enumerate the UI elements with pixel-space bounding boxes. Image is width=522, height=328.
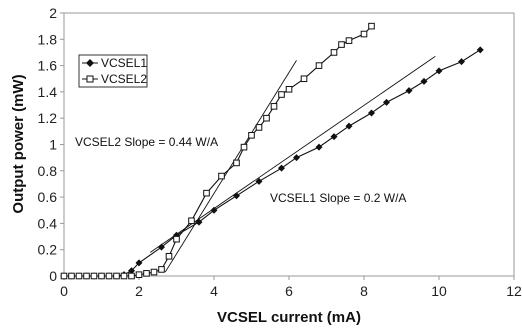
- point-vcsel1-11: [158, 243, 165, 251]
- point-vcsel1-15: [233, 192, 240, 200]
- point-vcsel2-10: [135, 271, 143, 278]
- point-vcsel2-2: [75, 272, 83, 280]
- x-tick-label-5: 10: [431, 283, 447, 299]
- point-vcsel2-17: [203, 189, 210, 197]
- point-vcsel1-25: [420, 77, 428, 85]
- point-vcsel1-28: [476, 46, 484, 54]
- x-tick-label-3: 6: [285, 283, 293, 299]
- point-vcsel2-24: [270, 103, 278, 110]
- legend-marker-diamond: [86, 59, 94, 67]
- point-vcsel2-12: [150, 268, 158, 276]
- point-vcsel1-20: [330, 133, 338, 141]
- y-tick-label-2: 0.4: [38, 215, 58, 231]
- point-vcsel2-18: [218, 172, 225, 180]
- point-vcsel2-16: [188, 217, 195, 225]
- point-vcsel2-26: [285, 85, 293, 93]
- legend-item-vcsel2: VCSEL2: [82, 72, 147, 86]
- point-vcsel1-27: [458, 58, 465, 66]
- y-tick-label-1: 0.2: [38, 242, 58, 258]
- point-vcsel2-33: [368, 22, 375, 30]
- point-vcsel1-16: [255, 177, 263, 185]
- fit-line-1: [149, 56, 436, 253]
- series-line-vcsel2: [64, 25, 372, 277]
- point-vcsel2-15: [173, 235, 180, 243]
- point-vcsel2-9: [128, 272, 135, 280]
- y-tick-label-7: 1.4: [38, 84, 58, 100]
- point-vcsel2-8: [120, 272, 128, 280]
- x-axis-title: VCSEL current (mA): [217, 309, 361, 326]
- point-vcsel1-23: [383, 98, 390, 106]
- point-vcsel1-26: [435, 67, 443, 75]
- point-vcsel2-22: [255, 124, 263, 131]
- point-vcsel2-28: [315, 62, 323, 69]
- point-vcsel1-10: [135, 259, 143, 267]
- legend-item-vcsel1: VCSEL1: [82, 56, 147, 70]
- y-tick-label-8: 1.6: [38, 58, 58, 74]
- point-vcsel1-9: [128, 267, 135, 275]
- x-axis-ticks: 0 2 4 6 8 10 12: [60, 276, 522, 299]
- x-tick-label-2: 4: [210, 283, 218, 299]
- y-axis-ticks: 0 0.2 0.4 0.6 0.8 1 1.2 1.4 1.6 1.8 2: [38, 5, 64, 284]
- point-vcsel1-17: [278, 164, 285, 172]
- y-tick-label-0: 0: [49, 268, 57, 284]
- x-tick-label-0: 0: [60, 283, 68, 299]
- point-vcsel2-4: [90, 272, 98, 280]
- point-vcsel2-27: [300, 75, 308, 83]
- point-vcsel1-21: [345, 122, 353, 130]
- point-vcsel2-14: [165, 252, 173, 260]
- point-vcsel1-19: [315, 143, 323, 151]
- point-vcsel2-5: [98, 272, 105, 280]
- legend: VCSEL1 VCSEL2: [78, 54, 148, 88]
- point-vcsel2-7: [113, 272, 120, 280]
- legend-label-vcsel2: VCSEL2: [101, 72, 147, 86]
- point-vcsel1-24: [405, 87, 413, 95]
- point-vcsel1-22: [368, 109, 375, 117]
- x-tick-label-6: 12: [506, 283, 522, 299]
- point-vcsel2-0: [60, 272, 68, 280]
- vcsel2-slope-annotation: VCSEL2 Slope = 0.44 W/A: [75, 135, 218, 149]
- y-tick-label-6: 1.2: [38, 110, 58, 126]
- point-vcsel2-6: [105, 272, 113, 280]
- point-vcsel2-21: [248, 131, 255, 139]
- point-vcsel2-25: [278, 91, 285, 98]
- y-tick-label-10: 2: [49, 5, 57, 21]
- y-tick-label-9: 1.8: [38, 31, 58, 47]
- y-tick-label-3: 0.6: [38, 189, 58, 205]
- point-vcsel1-18: [293, 154, 300, 162]
- point-vcsel2-13: [158, 266, 165, 273]
- x-tick-label-4: 8: [360, 283, 368, 299]
- fit-line-0: [164, 60, 297, 273]
- point-vcsel2-23: [263, 114, 270, 122]
- point-vcsel2-29: [330, 49, 338, 56]
- annotations: VCSEL2 Slope = 0.44 W/A VCSEL1 Slope = 0…: [75, 135, 406, 205]
- vcsel1-slope-annotation: VCSEL1 Slope = 0.2 W/A: [270, 191, 406, 205]
- point-vcsel2-31: [345, 37, 353, 44]
- series-layer: [60, 22, 484, 280]
- point-vcsel2-20: [240, 143, 248, 151]
- fit-lines: [149, 56, 436, 273]
- legend-marker-square: [86, 75, 94, 83]
- point-vcsel1-14: [210, 206, 218, 214]
- point-vcsel2-30: [338, 41, 345, 48]
- point-vcsel2-1: [68, 272, 75, 280]
- point-vcsel1-13: [195, 218, 203, 226]
- legend-label-vcsel1: VCSEL1: [101, 56, 147, 70]
- y-tick-label-5: 1: [49, 137, 57, 153]
- point-vcsel2-3: [83, 272, 90, 280]
- x-tick-label-1: 2: [135, 283, 143, 299]
- y-tick-label-4: 0.8: [38, 163, 58, 179]
- point-vcsel2-11: [143, 270, 150, 277]
- y-axis-title: Output power (mW): [10, 74, 27, 213]
- point-vcsel2-19: [233, 159, 240, 167]
- point-vcsel2-32: [360, 30, 368, 38]
